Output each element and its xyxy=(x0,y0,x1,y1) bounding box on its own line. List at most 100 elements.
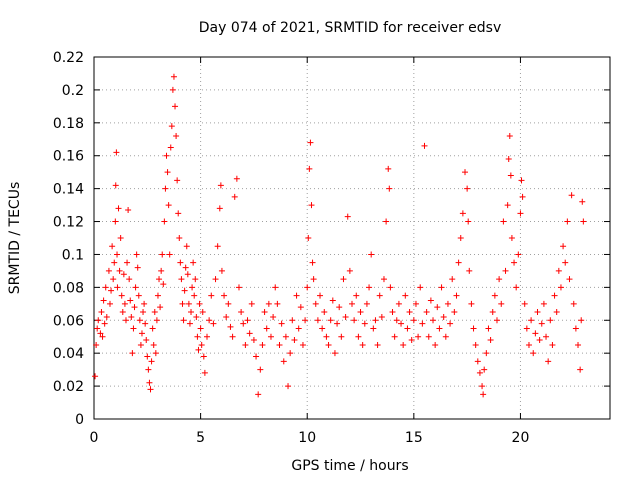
data-point xyxy=(447,320,454,327)
data-point xyxy=(511,259,518,266)
data-point xyxy=(425,333,432,340)
data-point xyxy=(357,309,364,316)
y-tick-label: 0.2 xyxy=(62,83,84,99)
x-tick-label: 5 xyxy=(196,430,205,446)
data-point xyxy=(349,300,355,307)
data-point xyxy=(204,333,211,340)
data-point xyxy=(147,386,154,393)
data-point xyxy=(336,304,343,311)
data-point xyxy=(543,333,550,340)
data-point xyxy=(142,320,149,327)
data-point xyxy=(442,333,449,340)
data-point xyxy=(154,292,161,299)
data-point xyxy=(101,320,108,327)
data-point xyxy=(319,325,326,332)
data-point xyxy=(491,292,498,299)
data-point xyxy=(217,182,224,189)
data-point xyxy=(195,346,202,353)
data-point xyxy=(297,304,304,311)
data-point xyxy=(167,144,174,151)
data-point xyxy=(566,276,573,283)
data-point xyxy=(93,341,100,348)
data-point xyxy=(310,276,317,283)
data-point xyxy=(370,325,377,332)
data-point xyxy=(177,259,184,266)
data-point xyxy=(212,276,219,283)
data-point xyxy=(506,132,513,139)
data-point xyxy=(99,333,106,340)
data-point xyxy=(181,287,188,294)
data-point xyxy=(253,353,260,360)
data-point xyxy=(465,218,472,225)
data-point xyxy=(120,271,127,278)
data-point xyxy=(124,259,131,266)
data-point xyxy=(132,284,139,291)
data-point xyxy=(468,300,475,307)
data-point xyxy=(218,267,225,274)
data-points xyxy=(92,73,587,398)
data-point xyxy=(131,304,138,311)
data-point xyxy=(466,267,473,274)
data-point xyxy=(188,309,195,316)
data-point xyxy=(152,350,159,357)
data-point xyxy=(363,300,370,307)
data-point xyxy=(530,350,537,357)
data-point xyxy=(200,353,207,360)
data-point xyxy=(521,300,528,307)
data-point xyxy=(201,369,208,376)
data-point xyxy=(282,333,289,340)
data-point xyxy=(233,175,240,182)
data-point xyxy=(156,276,163,283)
data-point xyxy=(517,210,524,217)
data-point xyxy=(97,330,104,337)
data-point xyxy=(528,317,535,324)
data-point xyxy=(308,202,315,209)
data-point xyxy=(192,276,199,283)
data-point xyxy=(436,325,443,332)
data-point xyxy=(143,337,150,344)
data-point xyxy=(128,313,135,320)
data-point xyxy=(538,320,545,327)
data-point xyxy=(489,309,496,316)
data-point xyxy=(208,292,215,299)
data-point xyxy=(110,276,117,283)
data-point xyxy=(185,300,192,307)
data-point xyxy=(197,325,204,332)
data-point xyxy=(346,267,353,274)
data-point xyxy=(140,309,147,316)
data-point xyxy=(432,341,439,348)
data-point xyxy=(557,284,564,291)
x-axis-label: GPS time / hours xyxy=(291,458,408,474)
data-point xyxy=(412,300,419,307)
data-point xyxy=(323,333,330,340)
data-point xyxy=(180,317,187,324)
data-point xyxy=(112,218,119,225)
data-point xyxy=(280,358,287,365)
data-point xyxy=(305,235,312,241)
data-point xyxy=(178,276,185,283)
y-tick-label: 0.22 xyxy=(53,50,84,66)
data-point xyxy=(570,300,577,307)
data-point xyxy=(159,251,166,258)
data-point xyxy=(402,292,409,299)
data-point xyxy=(485,325,492,332)
data-point xyxy=(496,276,503,283)
data-point xyxy=(267,333,274,340)
data-point xyxy=(148,358,155,365)
data-point xyxy=(361,320,368,327)
data-point xyxy=(415,333,422,340)
data-point xyxy=(144,353,151,360)
data-point xyxy=(250,337,257,344)
data-point xyxy=(146,379,153,386)
data-point xyxy=(427,297,434,304)
data-point xyxy=(214,243,221,250)
data-point xyxy=(513,284,520,291)
data-point xyxy=(440,313,447,320)
y-tick-label: 0.1 xyxy=(62,247,84,263)
data-point xyxy=(183,243,190,250)
data-point xyxy=(229,333,236,340)
data-point xyxy=(278,320,285,327)
data-point xyxy=(395,300,402,307)
data-point xyxy=(138,330,145,337)
data-point xyxy=(130,325,137,332)
